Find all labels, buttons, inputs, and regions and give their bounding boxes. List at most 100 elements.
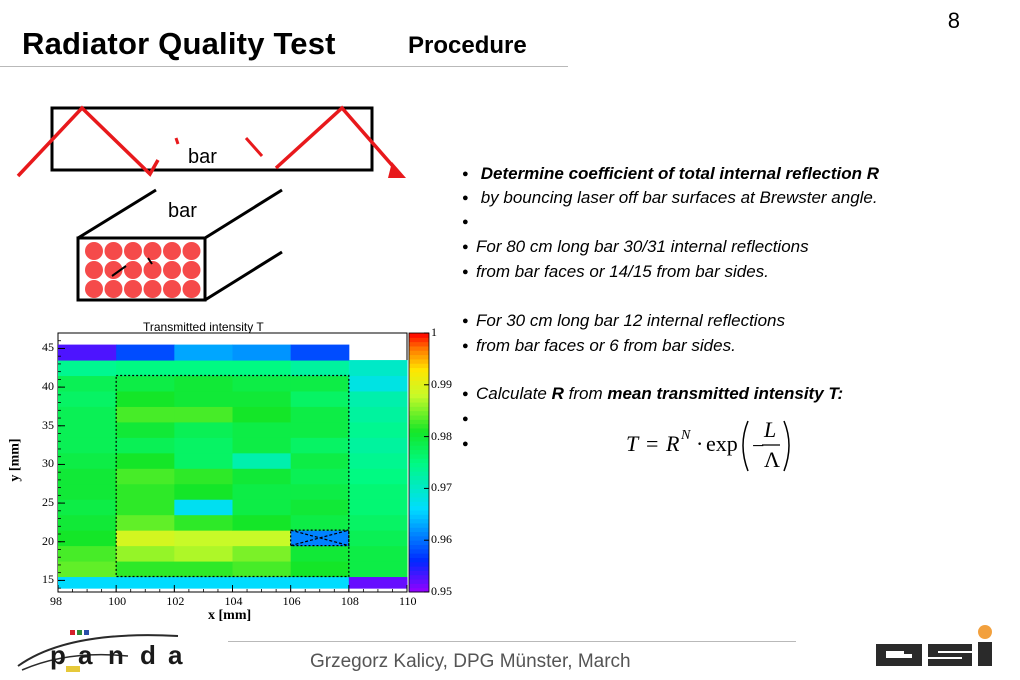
heatmap-cell [174,406,233,423]
heatmap-annotations [115,374,350,578]
heatmap-cell [58,483,117,500]
heatmap-cell [174,437,233,454]
heatmap-cell [174,344,233,361]
color-scale-step [409,544,429,550]
heatmap-cell [174,561,233,578]
heatmap-cell [290,421,350,438]
heatmap-cell [116,468,175,485]
heatmap-cell [232,561,292,578]
y-axis-label: y [mm] [7,438,23,482]
color-scale-step [409,553,429,558]
heatmap-cell [232,452,292,469]
heatmap-cell [116,483,175,500]
bullet-7: ● from bar faces or 6 from bar sides. [462,336,736,355]
heatmap-cell [290,483,350,500]
heatmap-cell [348,406,408,423]
svg-text:a: a [78,640,93,670]
heatmap-chart [57,332,430,593]
heatmap-cell [290,499,350,516]
color-scale-step [409,522,429,528]
laser-spot [143,242,162,260]
heatmap-cell [174,576,233,589]
spot-mark-1 [111,265,127,277]
color-scale-step [409,371,429,377]
laser-spot [85,280,103,298]
excluded-cell-box [290,529,350,547]
heatmap-cell [348,514,408,531]
color-scale-step [409,531,429,537]
bar-edge-top-left [77,188,157,240]
gsi-logo [876,625,992,666]
svg-text:a: a [168,640,183,670]
laser-spots [85,242,201,298]
heatmap-cell [58,530,117,547]
heatmap-cell [290,390,350,407]
color-scale-step [409,384,429,390]
formula-eq: = [646,431,658,456]
heatmap-cell [232,530,292,547]
formula-exp: N [680,428,691,443]
y-tick-label: 30 [42,456,54,471]
bar-edge-bottom-right [204,250,283,302]
color-scale-step [409,583,429,589]
color-scale-step [409,423,429,429]
title-rule [0,66,568,67]
heatmap-cell [58,437,117,454]
footer-rule [228,641,796,642]
formula-paren-left [742,420,749,472]
heatmap-cell [58,406,117,423]
heatmap-cell [348,561,408,578]
color-scale-step [409,514,429,520]
color-scale-step [409,579,429,584]
heatmap-cell [58,375,117,392]
heatmap-cell [174,514,233,531]
heatmap-cell [116,390,175,407]
y-tick-label: 45 [42,340,54,355]
heatmap-cell [58,468,117,485]
excluded-cell-cross [290,529,349,547]
heatmap-cell [348,483,408,500]
laser-spot [163,261,181,279]
color-scale-step [409,548,429,554]
heatmap-cell [232,468,292,485]
heatmap-cell [232,545,292,562]
transmission-formula: T = R N · exp − L Λ [626,417,790,472]
heatmap-cell [290,576,350,589]
heatmap-cell [174,390,233,407]
y-tick-label: 35 [42,417,54,432]
heatmap-cell [116,576,175,589]
bullet-5: ● from bar faces or 14/15 from bar sides. [462,262,769,281]
heatmap-cell [232,499,292,516]
heatmap-cell [348,576,408,589]
color-scale-step [409,419,429,425]
laser-spot [124,280,142,298]
color-scale-step [409,406,429,412]
chart-title: Transmitted intensity T [143,320,264,334]
laser-spot [163,280,181,298]
color-scale-step [409,471,429,476]
formula-paren-right [783,420,790,472]
y-tick-label: 20 [42,533,54,548]
x-axis-label: x [mm] [208,608,252,623]
color-scale-step [409,527,429,533]
color-scale-step [409,445,429,451]
heatmap-cell [116,344,175,361]
color-scale-step [409,497,429,502]
heatmap-cell [58,360,117,377]
heatmap-cell [116,545,175,562]
heatmap-cell [232,483,292,500]
heatmap-cell [348,390,408,407]
heatmap-cell [232,406,292,423]
heatmap-cell [232,421,292,438]
heatmap-cell [58,561,117,578]
heatmap-cell [290,406,350,423]
color-scale-frame [408,332,430,593]
heatmap-cell [116,375,175,392]
color-scale-step [409,345,429,351]
color-scale-step [409,492,429,498]
heatmap-cell [116,437,175,454]
heatmap-cell [290,452,350,469]
laser-spot [85,242,103,260]
color-scale-step [409,458,429,463]
color-scale-label: 0.98 [431,428,452,443]
